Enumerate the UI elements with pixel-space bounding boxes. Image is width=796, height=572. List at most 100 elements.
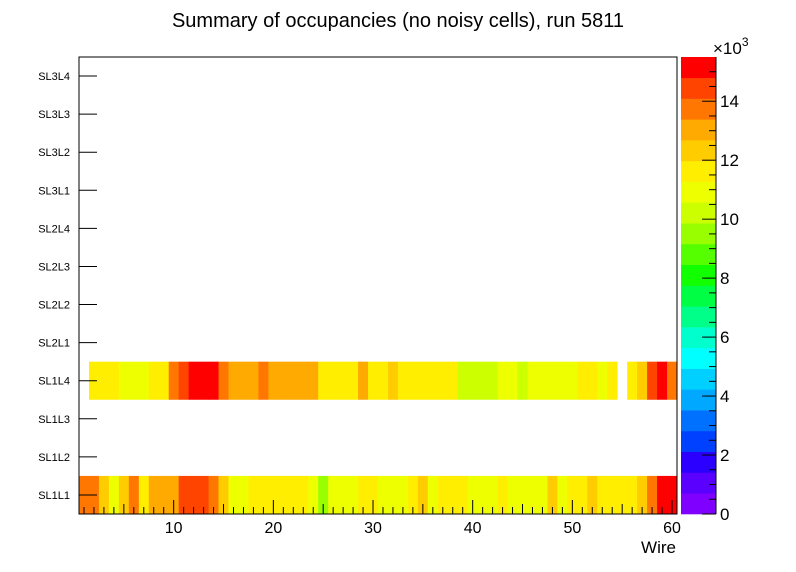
colorbar-tick-label: 6 — [720, 328, 729, 347]
cell-SL1L1-wire-18 — [248, 475, 259, 514]
cell-SL1L4-wire-9 — [158, 361, 170, 400]
cell-SL1L4-wire-39 — [457, 361, 469, 400]
y-tick-label: SL2L2 — [38, 300, 70, 312]
cell-SL1L1-wire-6 — [128, 475, 140, 514]
palette-segment — [681, 264, 716, 286]
cell-SL1L1-wire-23 — [298, 475, 309, 514]
y-tick-label: SL3L1 — [38, 185, 70, 197]
x-axis-label: Wire — [641, 538, 676, 557]
cell-SL1L1-wire-47 — [537, 475, 548, 514]
colorbar-tick-label: 14 — [720, 92, 739, 111]
cell-SL1L4-wire-47 — [537, 361, 548, 400]
palette-segment — [681, 77, 716, 99]
x-tick-label: 60 — [663, 520, 681, 537]
palette-segment — [681, 160, 716, 182]
cell-SL1L4-wire-30 — [368, 361, 379, 400]
cell-SL1L1-wire-11 — [178, 475, 190, 514]
cell-SL1L4-wire-53 — [597, 361, 608, 400]
cell-SL1L4-wire-5 — [118, 361, 130, 400]
cell-SL1L4-wire-44 — [507, 361, 518, 400]
colorbar-tick-label: 4 — [720, 387, 729, 406]
colorbar-tick-label: 10 — [720, 210, 739, 229]
cell-SL1L4-wire-4 — [108, 361, 120, 400]
cell-SL1L4-wire-37 — [437, 361, 449, 400]
palette-segment — [681, 181, 716, 203]
heatmap-cells — [79, 361, 678, 514]
cell-SL1L4-wire-43 — [497, 361, 508, 400]
cell-SL1L1-wire-39 — [457, 475, 469, 514]
colorbar-tick-label: 2 — [720, 446, 729, 465]
cell-SL1L1-wire-22 — [288, 475, 299, 514]
cell-SL1L1-wire-10 — [168, 475, 180, 514]
cell-SL1L1-wire-8 — [148, 475, 160, 514]
cell-SL1L1-wire-48 — [547, 475, 558, 514]
x-axis: 10 20 30 40 50 60 — [83, 500, 681, 537]
cell-SL1L4-wire-26 — [328, 361, 339, 400]
palette-segment — [681, 243, 716, 266]
cell-SL1L1-wire-51 — [577, 475, 588, 514]
cell-SL1L1-wire-36 — [427, 475, 439, 514]
chart-title: Summary of occupancies (no noisy cells),… — [172, 10, 624, 32]
cell-SL1L1-wire-26 — [328, 475, 339, 514]
cell-SL1L1-wire-57 — [637, 475, 648, 514]
cell-SL1L4-wire-25 — [318, 361, 329, 400]
cell-SL1L4-wire-21 — [278, 361, 289, 400]
cell-SL1L1-wire-52 — [587, 475, 598, 514]
cell-SL1L4-wire-8 — [148, 361, 160, 400]
cell-SL1L1-wire-3 — [98, 475, 110, 514]
palette-segment — [681, 285, 716, 307]
cell-SL1L1-wire-13 — [198, 475, 209, 514]
palette-segment — [681, 119, 716, 141]
cell-SL1L1-wire-34 — [407, 475, 419, 514]
cell-SL1L1-wire-27 — [338, 475, 349, 514]
cell-SL1L4-wire-22 — [288, 361, 299, 400]
palette-segment — [681, 202, 716, 224]
cell-SL1L1-wire-14 — [208, 475, 219, 514]
cell-SL1L1-wire-7 — [138, 475, 150, 514]
cell-SL1L4-wire-49 — [557, 361, 568, 400]
cell-SL1L1-wire-56 — [627, 475, 638, 514]
cell-SL1L4-wire-19 — [258, 361, 269, 400]
cell-SL1L4-wire-29 — [358, 361, 369, 400]
cell-SL1L4-wire-45 — [517, 361, 528, 400]
cell-SL1L4-wire-15 — [218, 361, 229, 400]
colorbar-tick-label: 0 — [720, 505, 729, 524]
y-tick-label: SL1L2 — [38, 452, 70, 464]
cell-SL1L1-wire-15 — [218, 475, 229, 514]
y-tick-label: SL2L4 — [38, 223, 70, 235]
palette-segment — [681, 368, 716, 390]
cell-SL1L4-wire-13 — [198, 361, 209, 400]
colorbar-tick-label: 8 — [720, 269, 729, 288]
cell-SL1L4-wire-20 — [268, 361, 279, 400]
cell-SL1L1-wire-4 — [108, 475, 120, 514]
cell-SL1L1-wire-55 — [617, 475, 628, 514]
cell-SL1L4-wire-33 — [397, 361, 409, 400]
cell-SL1L4-wire-40 — [467, 361, 479, 400]
cell-SL1L1-wire-28 — [348, 475, 359, 514]
cell-SL1L1-wire-19 — [258, 475, 269, 514]
palette-segment — [681, 347, 716, 369]
cell-SL1L1-wire-43 — [497, 475, 508, 514]
cell-SL1L4-wire-23 — [298, 361, 309, 400]
cell-SL1L1-wire-58 — [647, 475, 658, 514]
cell-SL1L1-wire-5 — [118, 475, 130, 514]
colorbar-multiplier: ×103 — [713, 35, 749, 58]
cell-SL1L4-wire-16 — [228, 361, 239, 400]
cell-SL1L4-wire-7 — [138, 361, 150, 400]
cell-SL1L1-wire-12 — [188, 475, 199, 514]
x-tick-label: 30 — [364, 520, 382, 537]
palette-segment — [681, 389, 716, 411]
cell-SL1L1-wire-30 — [368, 475, 379, 514]
cell-SL1L1-wire-49 — [557, 475, 568, 514]
cell-SL1L4-wire-34 — [407, 361, 419, 400]
cell-SL1L1-wire-46 — [527, 475, 538, 514]
cell-SL1L4-wire-38 — [447, 361, 459, 400]
cell-SL1L4-wire-12 — [188, 361, 199, 400]
palette-segment — [681, 430, 716, 452]
y-tick-label: SL3L2 — [38, 147, 70, 159]
y-tick-label: SL1L3 — [38, 414, 70, 426]
cell-SL1L4-wire-31 — [378, 361, 389, 400]
cell-SL1L1-wire-40 — [467, 475, 479, 514]
cell-SL1L1-wire-38 — [447, 475, 459, 514]
